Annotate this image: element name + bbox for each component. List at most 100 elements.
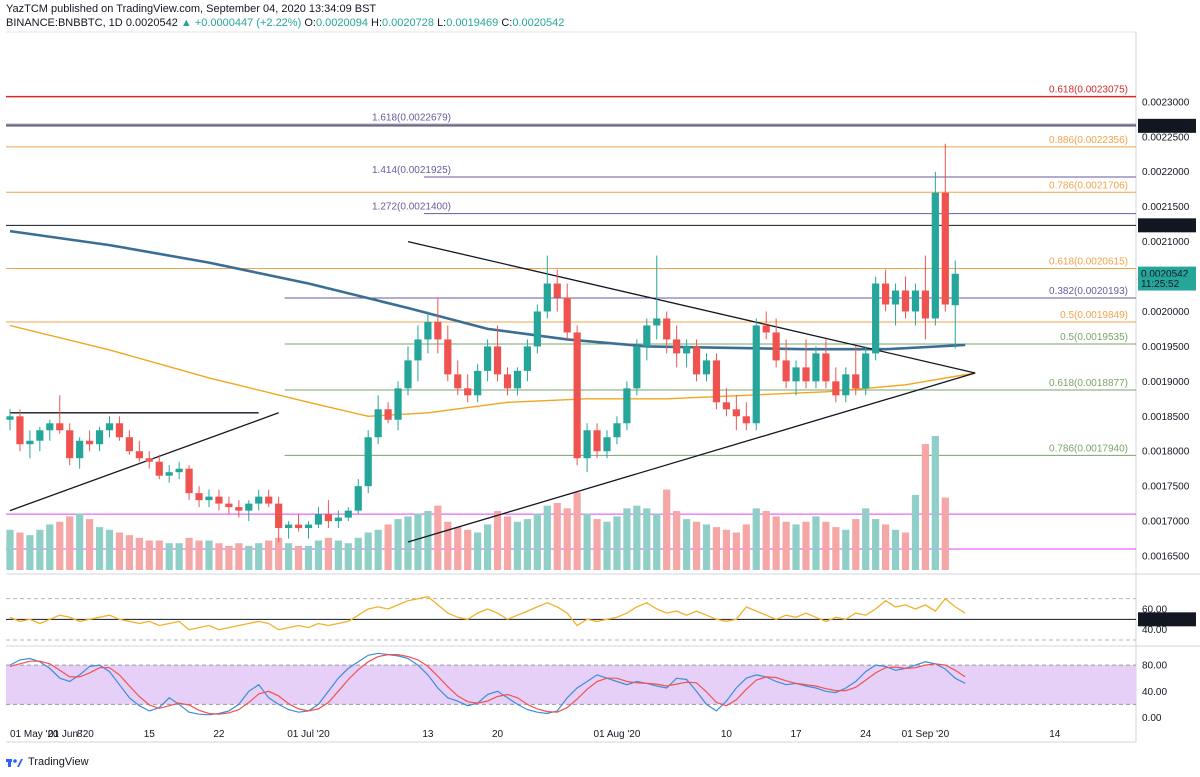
rsi-tick-0: 60.00: [1142, 605, 1167, 616]
volume-bar-93: [931, 436, 939, 570]
price-tick-12: 0.0022500: [1142, 132, 1190, 143]
candle-body-31: [314, 514, 323, 525]
candle-body-30: [304, 524, 313, 529]
candle-body-55: [553, 283, 561, 298]
volume-bar-67: [673, 511, 681, 570]
stoch-line-d: [9, 654, 966, 715]
volume-bar-55: [553, 503, 561, 570]
volume-bar-34: [344, 543, 352, 570]
price-tick-11: 0.0022000: [1142, 167, 1190, 178]
candle-body-11: [115, 423, 124, 438]
price-tag-bg-1: [1138, 218, 1196, 233]
candle-body-69: [692, 346, 701, 375]
price-tick-13: 0.0023000: [1142, 97, 1190, 108]
volume-bar-52: [523, 519, 531, 570]
time-tick-4: 22: [213, 729, 225, 740]
open-label: O:: [304, 17, 316, 29]
candle-body-51: [513, 370, 522, 389]
candle-body-17: [175, 468, 183, 473]
candle-body-45: [454, 374, 462, 389]
candle-body-41: [414, 339, 422, 361]
volume-bar-2: [26, 535, 34, 570]
volume-bar-31: [314, 540, 323, 570]
volume-bar-90: [901, 532, 910, 570]
ohlc-legend: BINANCE:BNBBTC, 1D 0.0020542 ▲ +0.000044…: [6, 17, 564, 29]
stoch-band: [6, 665, 1136, 705]
price-tick-2: 0.0017500: [1142, 482, 1190, 493]
candle-body-12: [125, 437, 133, 452]
volume-bar-10: [105, 529, 114, 570]
volume-bar-16: [165, 543, 173, 570]
stoch-tick-0: 80.00: [1142, 661, 1167, 672]
rsi-tick-1: 40.00: [1142, 625, 1167, 636]
volume-bar-77: [772, 516, 780, 570]
time-tick-3: 15: [144, 729, 156, 740]
stoch-line-k: [9, 652, 966, 716]
candle-body-81: [812, 353, 820, 382]
volume-bar-60: [603, 521, 611, 570]
volume-bar-9: [95, 527, 104, 570]
candle-body-16: [165, 472, 173, 476]
candle-body-59: [593, 430, 601, 452]
footer-brand[interactable]: TradingView: [6, 756, 89, 768]
time-tick-11: 24: [860, 729, 872, 740]
price-tick-0: 0.0016500: [1142, 552, 1190, 563]
price-tick-1: 0.0017000: [1142, 517, 1190, 528]
volume-bar-17: [175, 543, 183, 570]
candle-body-60: [603, 437, 611, 452]
candle-body-2: [26, 440, 34, 445]
volume-bar-41: [414, 513, 422, 570]
high-value: 0.0020728: [382, 17, 434, 29]
candle-body-40: [404, 360, 412, 389]
level-label-5: 0.786(0.0021706): [1049, 180, 1128, 191]
volume-bar-81: [812, 516, 820, 570]
price-tag-0: 0.0022657: [1141, 121, 1189, 132]
brand-name: TradingView: [28, 756, 89, 768]
volume-bar-56: [563, 508, 571, 570]
rsi-ref-tag: 50.00: [1141, 615, 1166, 626]
price-tick-10: 0.0021500: [1142, 202, 1190, 213]
candle-body-23: [235, 507, 243, 511]
volume-bar-69: [692, 521, 701, 570]
candle-body-78: [782, 360, 790, 382]
level-label-0: 0.618(0.0023075): [1049, 85, 1128, 96]
volume-bar-19: [195, 540, 203, 570]
change-value: +0.0000447 (+2.22%): [194, 17, 302, 29]
volume-bar-38: [384, 524, 392, 570]
volume-bar-89: [891, 529, 900, 570]
volume-bar-80: [802, 521, 810, 570]
candle-body-20: [205, 496, 213, 501]
volume-bar-85: [852, 519, 860, 570]
volume-bar-5: [56, 521, 64, 570]
volume-bar-47: [474, 532, 482, 570]
trendline-1: [9, 412, 279, 512]
candle-body-19: [195, 493, 203, 501]
candle-body-29: [294, 524, 303, 529]
candle-body-75: [752, 325, 760, 424]
candle-body-62: [623, 388, 631, 424]
volume-bar-63: [633, 505, 641, 570]
candle-body-6: [66, 430, 74, 459]
candle-body-54: [543, 283, 551, 312]
rsi-ref-tag-bg: [1138, 612, 1196, 627]
candle-body-63: [633, 346, 641, 389]
candle-body-74: [742, 416, 750, 424]
volume-bar-44: [444, 521, 452, 570]
time-tick-6: 13: [422, 729, 434, 740]
up-triangle-icon: ▲: [180, 17, 192, 29]
candle-body-88: [882, 283, 890, 305]
price-tick-9: 0.0021000: [1142, 237, 1190, 248]
ma-line-0: [9, 229, 966, 351]
candle-body-3: [36, 430, 44, 441]
volume-bar-26: [265, 540, 273, 570]
volume-bar-28: [285, 543, 293, 570]
candle-body-0: [6, 416, 14, 420]
candle-body-87: [872, 283, 880, 354]
level-label-3: 0.886(0.0022356): [1049, 135, 1128, 146]
volume-bar-13: [135, 537, 143, 570]
candle-body-37: [374, 409, 382, 438]
volume-bar-30: [304, 545, 313, 570]
stoch-tick-2: 0.00: [1142, 713, 1162, 724]
volume-bar-91: [911, 494, 920, 570]
